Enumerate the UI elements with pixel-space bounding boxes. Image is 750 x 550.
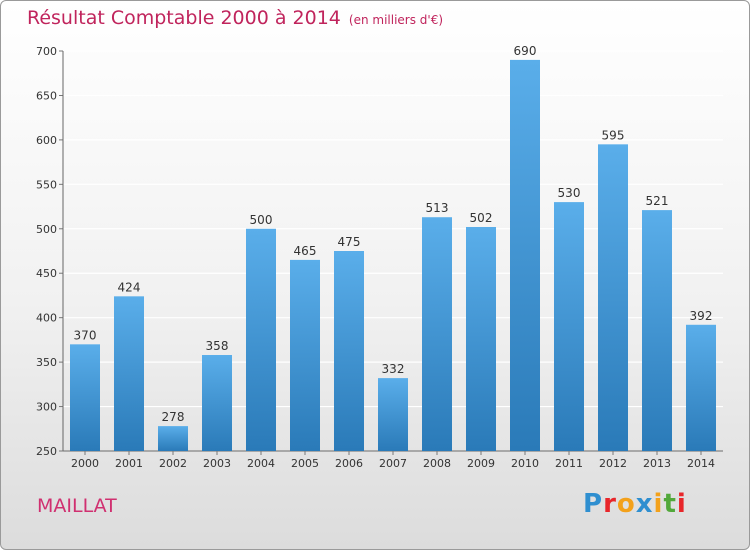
bar <box>642 210 672 451</box>
x-tick-label: 2007 <box>379 457 407 470</box>
bar <box>202 355 232 451</box>
data-label: 530 <box>558 186 581 200</box>
logo-letter: t <box>663 489 677 519</box>
bar <box>598 144 628 452</box>
logo-letter: o <box>616 489 636 519</box>
x-tick-label: 2001 <box>115 457 143 470</box>
bar <box>422 217 452 451</box>
data-label: 392 <box>690 309 713 323</box>
bar <box>114 296 144 451</box>
y-tick-label: 450 <box>36 267 57 280</box>
x-tick-label: 2009 <box>467 457 495 470</box>
bar <box>246 228 276 451</box>
x-tick-label: 2014 <box>687 457 715 470</box>
commune-name: MAILLAT <box>37 495 117 517</box>
x-tick-label: 2013 <box>643 457 671 470</box>
data-label: 475 <box>338 235 361 249</box>
data-label: 370 <box>74 328 97 342</box>
x-tick-label: 2000 <box>71 457 99 470</box>
x-tick-label: 2004 <box>247 457 275 470</box>
y-tick-label: 650 <box>36 89 57 102</box>
bar <box>686 324 716 451</box>
y-tick-label: 400 <box>36 312 57 325</box>
bar <box>290 259 320 451</box>
bar <box>158 426 188 451</box>
data-label: 690 <box>514 44 537 58</box>
logo-letter: i <box>676 489 687 519</box>
logo-letter: r <box>603 489 617 519</box>
bar <box>466 227 496 451</box>
x-tick-label: 2006 <box>335 457 363 470</box>
chart-title: Résultat Comptable 2000 à 2014 (en millie… <box>27 7 443 29</box>
logo-letter: i <box>653 489 664 519</box>
bar <box>334 251 364 451</box>
x-tick-label: 2010 <box>511 457 539 470</box>
y-tick-label: 500 <box>36 223 57 236</box>
bar <box>70 344 100 451</box>
data-label: 424 <box>118 280 141 294</box>
x-tick-label: 2003 <box>203 457 231 470</box>
data-label: 500 <box>250 213 273 227</box>
y-tick-label: 250 <box>36 445 57 458</box>
data-label: 502 <box>470 211 493 225</box>
data-label: 278 <box>162 410 185 424</box>
proxiti-logo: Proxiti <box>583 489 687 519</box>
bar <box>554 202 584 451</box>
bar <box>510 59 540 452</box>
chart-subtitle: (en milliers d'€) <box>348 13 444 27</box>
y-tick-label: 300 <box>36 401 57 414</box>
x-tick-label: 2008 <box>423 457 451 470</box>
data-label: 595 <box>602 128 625 142</box>
logo-letter: x <box>635 489 654 519</box>
data-label: 465 <box>294 244 317 258</box>
chart-title-text: Résultat Comptable 2000 à 2014 <box>27 7 341 29</box>
x-tick-label: 2002 <box>159 457 187 470</box>
y-tick-label: 350 <box>36 356 57 369</box>
y-tick-label: 600 <box>36 134 57 147</box>
bar <box>378 378 408 451</box>
y-tick-label: 550 <box>36 178 57 191</box>
data-label: 358 <box>206 339 229 353</box>
x-tick-label: 2012 <box>599 457 627 470</box>
x-tick-label: 2011 <box>555 457 583 470</box>
data-label: 521 <box>646 194 669 208</box>
data-label: 513 <box>426 201 449 215</box>
data-label: 332 <box>382 362 405 376</box>
logo-letter: P <box>583 489 604 519</box>
x-tick-label: 2005 <box>291 457 319 470</box>
y-tick-label: 700 <box>36 45 57 58</box>
